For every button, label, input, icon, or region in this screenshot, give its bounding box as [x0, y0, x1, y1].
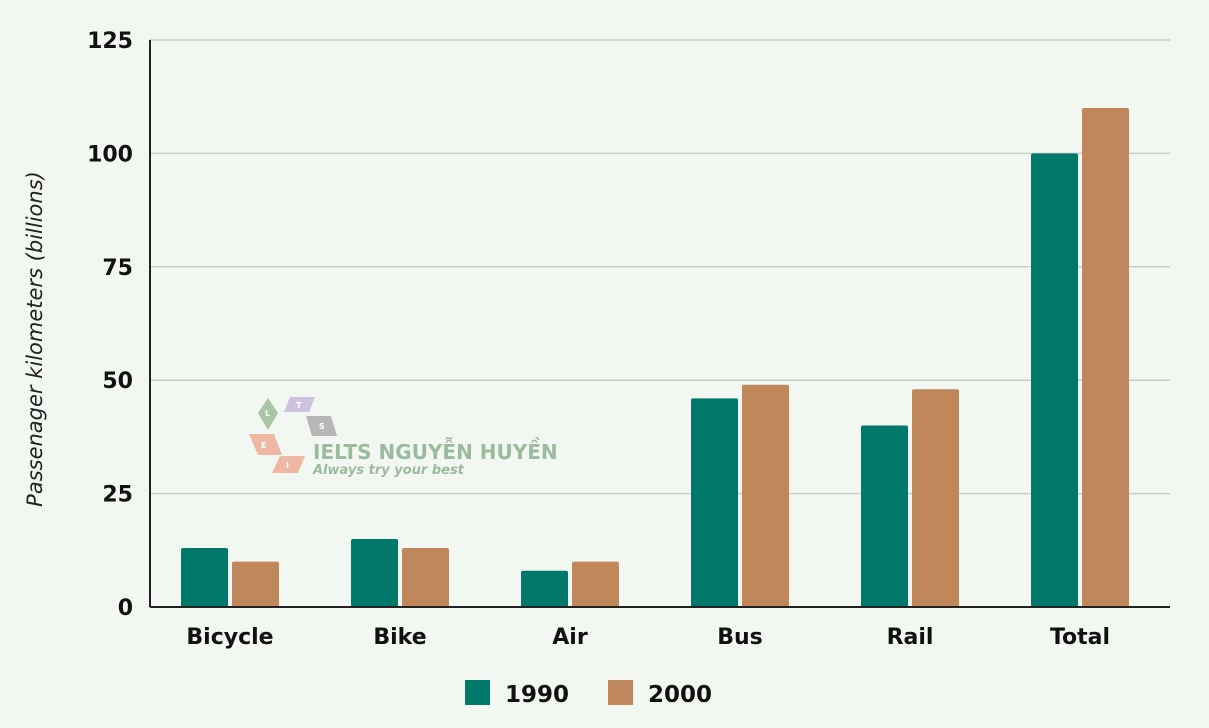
watermark-title: IELTS NGUYỄN HUYỀN	[313, 437, 558, 464]
y-tick-label: 125	[87, 29, 133, 54]
x-axis-categories: Bicycle Bike Air Bus Rail Total	[186, 625, 1110, 650]
x-category-label: Bicycle	[186, 625, 273, 650]
x-category-label: Bus	[717, 625, 763, 650]
watermark-letter-l: L	[265, 409, 270, 418]
y-tick-label: 50	[102, 369, 133, 394]
bars	[181, 108, 1129, 607]
y-axis-ticks: 0 25 50 75 100 125	[87, 29, 133, 621]
x-category-label: Air	[552, 625, 588, 650]
legend-swatch-2000	[608, 680, 633, 705]
watermark-badge-icon: L T S E I	[249, 397, 337, 473]
bar-bike-2000	[402, 548, 449, 607]
y-tick-label: 25	[102, 483, 133, 508]
bar-bicycle-1990	[181, 548, 228, 607]
y-tick-label: 0	[118, 596, 133, 621]
bar-total-1990	[1031, 153, 1078, 607]
bar-bus-2000	[742, 384, 789, 607]
gridlines	[150, 39, 1170, 495]
legend-label-1990: 1990	[505, 682, 569, 708]
watermark-letter-t: T	[296, 401, 302, 410]
watermark-letter-e: E	[261, 441, 266, 450]
bar-rail-1990	[861, 425, 908, 607]
bar-bike-1990	[351, 538, 398, 607]
bar-air-2000	[572, 561, 619, 607]
bar-rail-2000	[912, 389, 959, 607]
bar-bus-1990	[691, 398, 738, 607]
legend: 1990 2000	[465, 680, 712, 708]
bar-total-2000	[1082, 108, 1129, 607]
y-tick-label: 75	[102, 256, 133, 281]
watermark-letter-i: I	[286, 461, 289, 470]
legend-label-2000: 2000	[648, 682, 712, 708]
y-tick-label: 100	[87, 142, 133, 167]
watermark-subtitle: Always try your best	[312, 463, 465, 478]
bar-air-1990	[521, 570, 568, 607]
x-category-label: Total	[1050, 625, 1110, 650]
x-category-label: Rail	[887, 625, 934, 650]
legend-swatch-1990	[465, 680, 490, 705]
bar-bicycle-2000	[232, 561, 279, 607]
x-category-label: Bike	[373, 625, 426, 650]
watermark-logo: L T S E I IELTS NGUYỄN HUYỀN Always try …	[249, 397, 558, 478]
y-axis-label: Passenager kilometers (billions)	[23, 171, 47, 507]
watermark-letter-s: S	[319, 422, 325, 431]
